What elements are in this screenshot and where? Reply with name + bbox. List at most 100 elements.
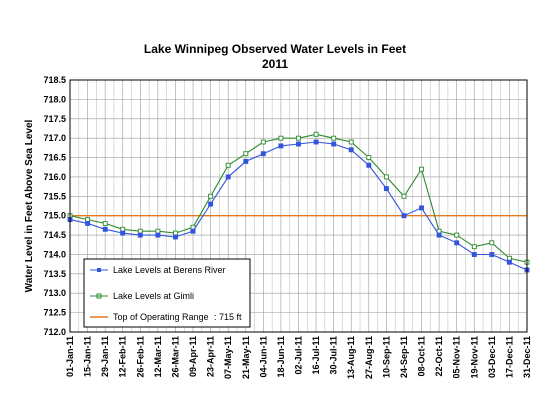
gimli-point [348,139,354,145]
y-tick-label: 712.5 [43,308,66,318]
x-tick-label: 01-Jan-11 [65,336,75,377]
gimli-point [260,139,266,145]
legend-berens-marker [97,268,101,272]
gimli-point [471,244,477,250]
x-tick-label: 26-Feb-11 [135,336,145,378]
y-tick-label: 718.5 [43,75,66,85]
x-tick-label: 21-May-11 [241,336,251,379]
y-tick-label: 713.5 [43,269,66,279]
x-tick-label: 02-Jul-11 [294,336,304,375]
berens-river-point [278,143,284,149]
chart-subtitle: 2011 [262,57,288,71]
y-tick-label: 712.0 [43,327,66,337]
gimli-point [155,228,161,234]
gimli-point [506,255,512,261]
gimli-point [401,193,407,199]
berens-river-point [85,220,91,226]
berens-river-point [401,213,407,219]
berens-river-point [436,232,442,238]
gimli-point [313,131,319,137]
x-tick-label: 26-Mar-11 [170,336,180,378]
berens-river-point [190,228,196,234]
berens-river-point [313,139,319,145]
legend-gimli-label: Lake Levels at Gimli [113,291,194,301]
gimli-point [366,155,372,160]
legend-range-label: Top of Operating Range [113,312,209,322]
gimli-point [137,228,143,234]
x-tick-label: 30-Jul-11 [329,336,339,375]
x-tick-label: 08-Oct-11 [417,336,427,377]
legend-range-note: : 715 ft [214,312,242,322]
berens-river-point [489,252,495,257]
berens-river-point [120,230,126,236]
y-tick-label: 715.5 [43,191,66,201]
x-tick-label: 31-Dec-11 [522,336,532,378]
legend-gimli-marker [96,293,102,299]
x-tick-label: 07-May-11 [223,336,233,379]
x-tick-label: 22-Oct-11 [434,336,444,377]
y-axis-label: Water Level in Feet Above Sea Level [24,119,35,292]
x-tick-label: 10-Sep-11 [381,336,391,378]
gimli-point [419,166,424,172]
y-tick-label: 716.0 [43,172,66,182]
gimli-point [489,240,495,246]
berens-river-point [471,252,477,257]
berens-river-point [296,141,301,147]
berens-river-point [348,147,354,153]
x-tick-label: 18-Jun-11 [276,336,286,378]
berens-river-point [454,240,460,246]
gimli-point [331,135,337,141]
legend: Lake Levels at Berens River Lake Levels … [83,258,251,328]
x-tick-label: 19-Nov-11 [469,336,479,379]
chart-title: Lake Winnipeg Observed Water Levels in F… [144,42,406,56]
gimli-point [296,135,301,141]
gimli-point [208,193,214,199]
gimli-point [102,220,108,226]
gimli-point [278,135,284,141]
berens-river-point [331,141,337,147]
y-tick-label: 716.5 [43,153,66,163]
x-tick-label: 04-Jun-11 [258,336,268,378]
legend-box [83,258,251,328]
x-tick-label: 13-Aug-11 [346,336,356,379]
x-tick-label: 15-Jan-11 [83,336,93,377]
y-tick-label: 717.5 [43,114,66,124]
gimli-point [225,162,231,168]
x-tick-label: 05-Nov-11 [452,336,462,379]
y-tick-label: 713.0 [43,288,66,298]
x-tick-label: 29-Jan-11 [100,336,110,377]
berens-river-point [102,226,108,232]
berens-river-point [419,205,424,211]
berens-river-point [366,162,372,168]
x-tick-label: 12-Mar-11 [153,336,163,378]
berens-river-point [383,186,389,192]
berens-river-point [225,174,231,180]
gimli-point [383,174,389,180]
berens-river-point [173,234,178,240]
gimli-point [173,230,178,236]
x-tick-label: 09-Apr-11 [188,336,198,377]
gimli-point [454,232,460,238]
berens-river-point [260,151,266,157]
berens-river-point [506,259,512,265]
x-tick-label: 27-Aug-11 [364,336,374,379]
y-tick-label: 718.0 [43,94,66,104]
x-axis-ticks: 01-Jan-11 15-Jan-11 29-Jan-11 12-Feb-11 26-F… [65,336,532,379]
berens-river-point [243,158,249,164]
plot-border [69,79,528,333]
legend-berens-label: Lake Levels at Berens River [113,265,226,275]
y-tick-label: 714.5 [43,230,66,240]
x-tick-label: 17-Dec-11 [504,336,514,378]
x-tick-label: 23-Apr-11 [206,336,216,377]
y-tick-label: 717.0 [43,133,66,143]
y-tick-label: 715.0 [43,211,66,221]
x-tick-label: 03-Dec-11 [487,336,497,378]
y-axis-ticks: 712.0 712.5 713.0 713.5 714.0 714.5 715.0 715.5… [43,75,66,337]
x-tick-label: 24-Sep-11 [399,336,409,378]
berens-river-point [155,232,161,238]
gimli-point [243,151,249,157]
x-tick-label: 12-Feb-11 [118,336,128,378]
y-tick-label: 714.0 [43,249,66,259]
x-tick-label: 16-Jul-11 [311,336,321,375]
